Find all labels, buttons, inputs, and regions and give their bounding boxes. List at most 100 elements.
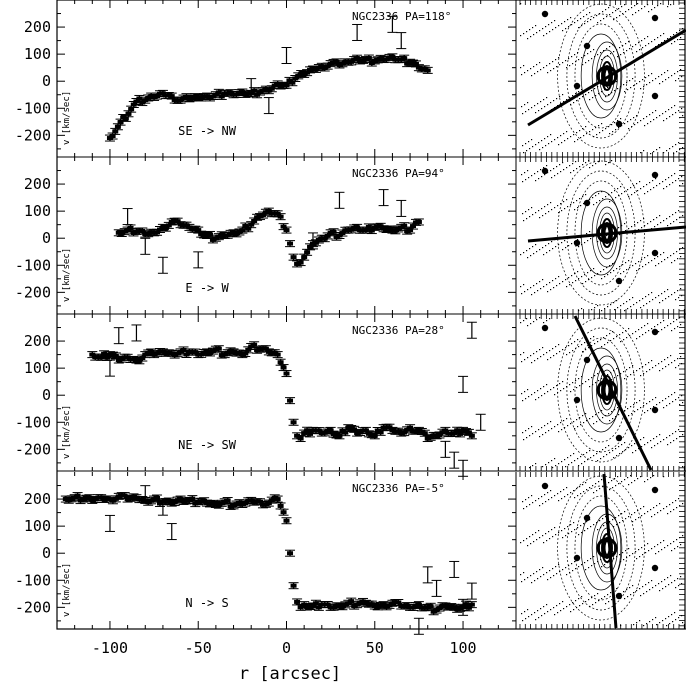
- galaxy-contour-image: [519, 314, 685, 471]
- data-point: [278, 223, 289, 231]
- y-tick-label: 0: [42, 229, 51, 247]
- data-point: [288, 418, 299, 426]
- data-point: [437, 602, 448, 610]
- outlier-point: [334, 191, 345, 209]
- data-point: [288, 253, 299, 261]
- data-point: [243, 346, 254, 354]
- data-point: [278, 364, 289, 372]
- outlier-point: [166, 523, 177, 541]
- galaxy-contour-image: [519, 157, 686, 314]
- y-tick-label: 100: [24, 202, 51, 220]
- panel-4: -200 -100 0 100 200 NGC2336 PA=-5° N -> S v [km…: [15, 472, 686, 635]
- y-axis-label: v [km/sec]: [62, 248, 72, 302]
- data-point: [243, 90, 254, 98]
- outlier-point: [466, 321, 477, 339]
- data-point: [285, 549, 296, 557]
- outlier-point: [263, 97, 274, 115]
- data-point: [199, 231, 210, 239]
- outlier-point: [458, 598, 469, 616]
- outlier-point: [475, 413, 486, 431]
- y-tick-label: -200: [15, 440, 51, 458]
- data-point: [281, 370, 292, 378]
- panel-direction: NE -> SW: [178, 438, 237, 452]
- data-point: [419, 604, 430, 612]
- slit-line: [573, 315, 653, 471]
- y-tick-label: 200: [24, 18, 51, 36]
- y-tick-label: -200: [15, 598, 51, 616]
- y-axis-label: v [km/sec]: [62, 563, 72, 617]
- outlier-point: [104, 359, 115, 377]
- galaxy-contour-image: [519, 472, 685, 629]
- y-tick-label: 100: [24, 45, 51, 63]
- y-tick-label: 200: [24, 490, 51, 508]
- panel-title: NGC2336 PA=28°: [352, 324, 445, 337]
- outlier-point: [140, 237, 151, 255]
- data-point: [296, 70, 307, 78]
- outlier-point: [281, 46, 292, 64]
- panel-direction: E -> W: [185, 281, 229, 295]
- data-point: [463, 428, 474, 436]
- data-point: [288, 582, 299, 590]
- outlier-point: [157, 256, 168, 274]
- data-point: [172, 96, 183, 104]
- panel-direction: SE -> NW: [178, 124, 237, 138]
- outlier-point: [422, 566, 433, 584]
- data-point: [252, 498, 263, 506]
- data-point: [410, 218, 421, 226]
- outlier-point: [378, 189, 389, 207]
- y-axis-label: v [km/sec]: [62, 405, 72, 459]
- x-tick-label: -50: [185, 639, 212, 657]
- y-tick-label: 0: [42, 72, 51, 90]
- panel-title: NGC2336 PA=-5°: [352, 482, 445, 495]
- data-point: [275, 213, 286, 221]
- data-point: [331, 602, 342, 610]
- data-point: [313, 427, 324, 435]
- x-tick-label: 100: [449, 639, 476, 657]
- y-tick-label: -100: [15, 413, 51, 431]
- x-tick-label: 50: [366, 639, 384, 657]
- outlier-point: [396, 32, 407, 50]
- y-tick-label: 0: [42, 544, 51, 562]
- outlier-point: [246, 78, 257, 96]
- outlier-point: [352, 23, 363, 41]
- data-point: [137, 354, 148, 362]
- panel-title: NGC2336 PA=94°: [352, 167, 445, 180]
- outlier-point: [466, 582, 477, 600]
- slit-line: [527, 28, 686, 127]
- outlier-point: [449, 560, 460, 578]
- data-point: [340, 429, 351, 437]
- slit-line: [527, 225, 686, 243]
- data-point: [358, 226, 368, 234]
- y-tick-label: -100: [15, 256, 51, 274]
- y-tick-label: -200: [15, 126, 51, 144]
- data-point: [285, 397, 296, 405]
- data-point: [275, 502, 286, 510]
- data-point: [375, 54, 386, 62]
- panel-title: NGC2336 PA=118°: [352, 10, 451, 23]
- outlier-point: [104, 514, 115, 532]
- slit-line: [602, 473, 618, 629]
- data-point: [375, 428, 386, 436]
- panel-direction: N -> S: [185, 596, 228, 610]
- y-tick-label: 200: [24, 332, 51, 350]
- outlier-point: [113, 327, 124, 345]
- y-tick-label: -100: [15, 99, 51, 117]
- data-point: [402, 60, 413, 68]
- x-axis-title: r [arcsec]: [239, 664, 341, 682]
- data-point: [402, 227, 413, 235]
- y-tick-label: -200: [15, 283, 51, 301]
- outlier-point: [140, 485, 151, 503]
- data-point: [243, 225, 254, 233]
- data-point: [281, 517, 292, 525]
- data-point: [463, 604, 474, 612]
- galaxy-contour-image: [519, 0, 686, 157]
- data-point: [154, 347, 165, 355]
- y-tick-label: -100: [15, 571, 51, 589]
- outlier-point: [413, 617, 424, 635]
- outlier-point: [307, 232, 318, 250]
- data-point: [216, 92, 227, 100]
- data-point: [172, 496, 183, 504]
- data-point: [419, 65, 430, 73]
- panel-2: -200 -100 0 100 200 NGC2336 PA=94° E -> W v [km…: [15, 157, 686, 315]
